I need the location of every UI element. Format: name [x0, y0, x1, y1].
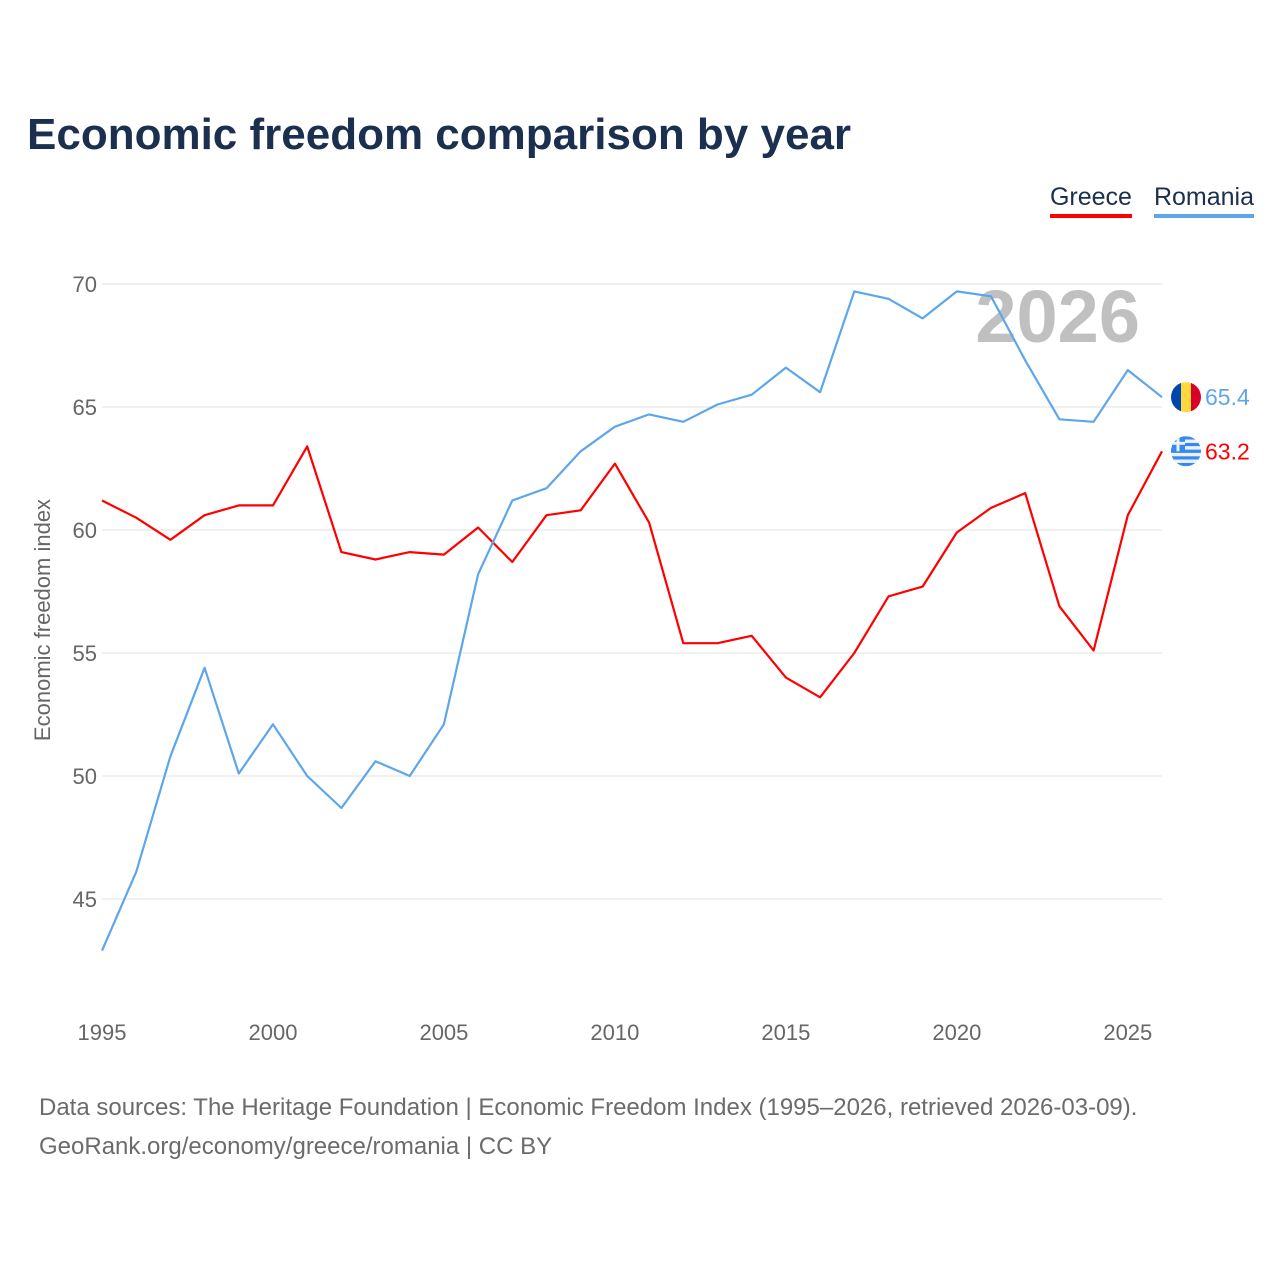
data-point[interactable] — [336, 803, 346, 813]
data-point[interactable] — [952, 286, 962, 296]
chart-title: Economic freedom comparison by year — [27, 110, 852, 159]
data-point[interactable] — [747, 631, 757, 641]
y-tick-label: 70 — [73, 272, 97, 297]
data-point[interactable] — [849, 648, 859, 658]
data-point[interactable] — [849, 286, 859, 296]
data-point[interactable] — [234, 500, 244, 510]
series-line-greece — [101, 445, 1163, 699]
data-point[interactable] — [371, 555, 381, 565]
data-point[interactable] — [781, 673, 791, 683]
year-watermark: 2026 — [975, 275, 1140, 358]
data-point[interactable] — [371, 756, 381, 766]
x-tick-label: 2000 — [248, 1020, 297, 1045]
x-tick-label: 2005 — [419, 1020, 468, 1045]
data-point[interactable] — [918, 582, 928, 592]
y-tick-label: 65 — [73, 395, 97, 420]
data-point[interactable] — [97, 946, 107, 956]
data-point[interactable] — [712, 638, 722, 648]
data-point[interactable] — [542, 483, 552, 493]
end-label-greece: 63.2 — [1205, 438, 1250, 464]
data-point[interactable] — [644, 518, 654, 528]
data-point[interactable] — [336, 547, 346, 557]
data-point[interactable] — [1157, 446, 1167, 456]
data-point[interactable] — [200, 510, 210, 520]
data-point[interactable] — [1089, 417, 1099, 427]
data-point[interactable] — [507, 557, 517, 567]
data-point[interactable] — [165, 751, 175, 761]
y-axis-label: Economic freedom index — [30, 499, 55, 741]
y-tick-label: 45 — [73, 887, 97, 912]
legend-greece[interactable]: Greece — [1049, 183, 1132, 218]
data-point[interactable] — [234, 769, 244, 779]
data-point[interactable] — [473, 523, 483, 533]
data-point[interactable] — [883, 294, 893, 304]
data-point[interactable] — [473, 569, 483, 579]
data-point[interactable] — [200, 663, 210, 673]
data-point[interactable] — [507, 495, 517, 505]
data-point[interactable] — [165, 535, 175, 545]
data-point[interactable] — [131, 867, 141, 877]
data-point[interactable] — [131, 513, 141, 523]
data-point[interactable] — [986, 503, 996, 513]
source-line-1: Data sources: The Heritage Foundation | … — [39, 1094, 1138, 1121]
data-point[interactable] — [712, 400, 722, 410]
data-point[interactable] — [405, 547, 415, 557]
x-tick-label: 2020 — [932, 1020, 981, 1045]
legend-romania[interactable]: Romania — [1153, 183, 1254, 218]
data-point[interactable] — [1054, 414, 1064, 424]
x-tick-label: 2010 — [590, 1020, 639, 1045]
source-line-2[interactable]: GeoRank.org/economy/greece/romania | CC … — [39, 1133, 553, 1160]
source-note: Data sources: The Heritage Foundation | … — [39, 1088, 1137, 1166]
data-point[interactable] — [542, 510, 552, 520]
data-point[interactable] — [952, 527, 962, 537]
data-point[interactable] — [302, 441, 312, 451]
data-point[interactable] — [781, 363, 791, 373]
data-point[interactable] — [1157, 392, 1167, 402]
data-point[interactable] — [439, 550, 449, 560]
data-point[interactable] — [302, 771, 312, 781]
data-point[interactable] — [1123, 365, 1133, 375]
data-point[interactable] — [815, 692, 825, 702]
data-point[interactable] — [97, 495, 107, 505]
y-tick-label: 60 — [73, 518, 97, 543]
data-point[interactable] — [268, 719, 278, 729]
data-point[interactable] — [405, 771, 415, 781]
data-point[interactable] — [268, 500, 278, 510]
data-point[interactable] — [1020, 355, 1030, 365]
data-point[interactable] — [576, 446, 586, 456]
data-point[interactable] — [1089, 646, 1099, 656]
data-point[interactable] — [1123, 510, 1133, 520]
data-point[interactable] — [678, 417, 688, 427]
x-tick-label: 2015 — [761, 1020, 810, 1045]
data-point[interactable] — [610, 422, 620, 432]
data-point[interactable] — [644, 409, 654, 419]
series-line-romania — [100, 290, 1163, 952]
y-tick-label: 50 — [73, 764, 97, 789]
data-point[interactable] — [439, 719, 449, 729]
end-label-romania: 65.4 — [1205, 384, 1250, 410]
data-point[interactable] — [610, 459, 620, 469]
data-point[interactable] — [815, 387, 825, 397]
romania-flag-icon — [1171, 382, 1201, 413]
legend: Greece Romania — [1049, 183, 1254, 218]
data-point[interactable] — [986, 291, 996, 301]
data-point[interactable] — [1020, 488, 1030, 498]
data-point[interactable] — [747, 390, 757, 400]
greece-flag-icon — [1171, 436, 1201, 467]
x-tick-label: 1995 — [78, 1020, 127, 1045]
data-point[interactable] — [678, 638, 688, 648]
data-point[interactable] — [1054, 601, 1064, 611]
x-tick-label: 2025 — [1103, 1020, 1152, 1045]
y-tick-label: 55 — [73, 641, 97, 666]
data-point[interactable] — [576, 505, 586, 515]
data-point[interactable] — [883, 591, 893, 601]
data-point[interactable] — [918, 313, 928, 323]
